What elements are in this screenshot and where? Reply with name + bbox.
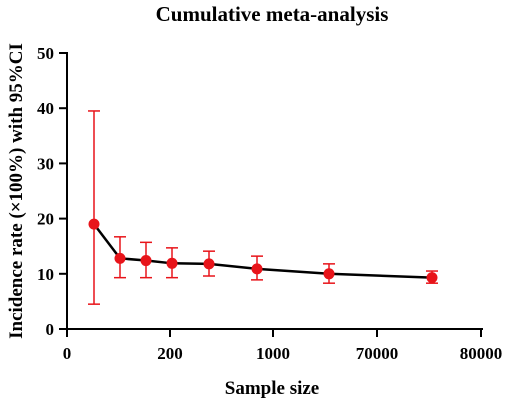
y-tick-label: 40 xyxy=(37,99,54,118)
x-tick-label: 0 xyxy=(63,344,72,363)
data-point xyxy=(203,258,215,270)
y-tick-label: 30 xyxy=(37,154,54,173)
data-point xyxy=(140,255,152,267)
chart-title: Cumulative meta-analysis xyxy=(156,2,389,26)
data-point xyxy=(88,218,100,230)
y-axis-label: Incidence rate (×100%) with 95%CI xyxy=(6,43,27,339)
data-point xyxy=(251,263,263,275)
x-axis-label: Sample size xyxy=(225,378,319,399)
data-point xyxy=(426,272,438,284)
data-point xyxy=(323,268,335,280)
y-ticks: 0 10 20 30 40 50 xyxy=(37,44,67,339)
x-tick-label: 200 xyxy=(157,344,183,363)
x-tick-label: 80000 xyxy=(460,344,503,363)
x-tick-label: 1000 xyxy=(256,344,290,363)
series-line xyxy=(93,223,433,279)
data-point xyxy=(166,257,178,269)
y-tick-label: 20 xyxy=(37,210,54,229)
y-tick-label: 50 xyxy=(37,44,54,63)
x-tick-label: 70000 xyxy=(356,344,399,363)
plot-area xyxy=(88,110,438,305)
y-tick-label: 10 xyxy=(37,265,54,284)
data-point xyxy=(114,252,126,264)
x-ticks: 0 200 1000 70000 80000 xyxy=(63,329,503,363)
y-tick-label: 0 xyxy=(46,320,55,339)
